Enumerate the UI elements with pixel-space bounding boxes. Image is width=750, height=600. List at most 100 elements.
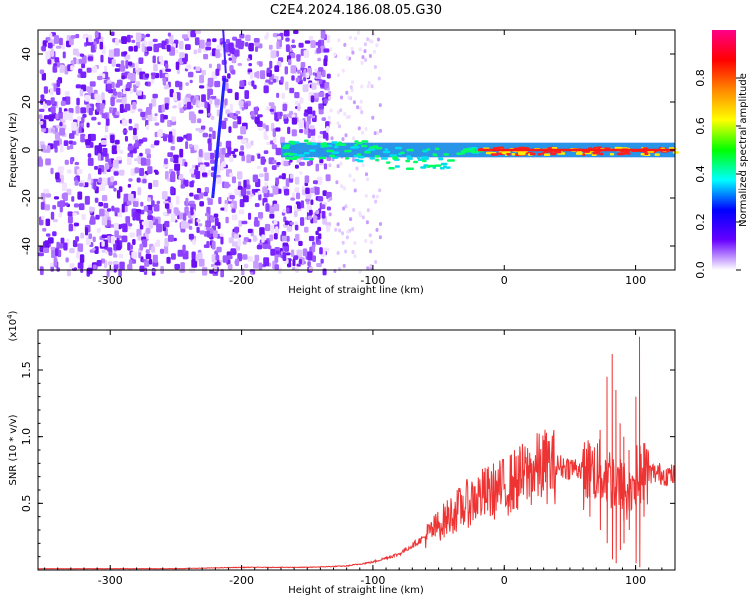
noise-cell — [282, 103, 287, 112]
noise-cell — [352, 100, 356, 105]
noise-cell — [213, 265, 217, 272]
noise-cell — [374, 199, 378, 204]
noise-cell — [114, 207, 120, 213]
noise-cell — [237, 116, 242, 125]
noise-cell — [126, 34, 131, 43]
noise-cell — [58, 111, 63, 119]
noise-cell — [240, 145, 244, 151]
noise-cell — [357, 126, 361, 131]
noise-cell — [152, 38, 158, 43]
noise-cell — [287, 126, 291, 135]
noise-cell — [45, 193, 51, 198]
noise-cell — [129, 244, 133, 250]
noise-cell — [81, 55, 87, 64]
noise-cell — [298, 119, 304, 128]
noise-cell — [87, 56, 94, 61]
noise-cell — [286, 207, 290, 212]
noise-cell — [92, 66, 98, 73]
noise-cell — [266, 67, 271, 74]
noise-cell — [348, 173, 352, 178]
noise-cell — [268, 81, 274, 85]
noise-cell — [322, 190, 327, 196]
noise-cell — [153, 43, 159, 53]
noise-cell — [328, 96, 332, 101]
noise-cell — [186, 93, 191, 98]
noise-cell — [136, 228, 142, 238]
noise-cell — [168, 34, 174, 44]
noise-cell — [272, 128, 276, 137]
noise-cell — [80, 71, 87, 78]
noise-cell — [183, 213, 187, 221]
noise-cell — [102, 147, 108, 157]
noise-cell — [300, 200, 304, 209]
noise-cell — [237, 135, 243, 140]
noise-cell — [70, 35, 76, 39]
signal-cell — [331, 141, 338, 144]
noise-cell — [113, 263, 119, 270]
noise-cell — [307, 215, 313, 220]
noise-cell — [154, 141, 160, 146]
signal-cell — [382, 150, 391, 154]
noise-cell — [208, 142, 212, 152]
noise-cell — [231, 47, 235, 55]
noise-cell — [284, 66, 288, 75]
noise-cell — [119, 65, 126, 72]
noise-cell — [233, 115, 237, 121]
noise-cell — [100, 54, 104, 63]
noise-cell — [68, 140, 74, 145]
noise-cell — [184, 161, 188, 167]
signal-cell — [432, 153, 437, 156]
signal-cell — [609, 153, 615, 156]
noise-cell — [108, 88, 114, 94]
x-tick-label: 100 — [625, 574, 646, 587]
noise-cell — [63, 111, 70, 120]
noise-cell — [370, 39, 374, 44]
noise-cell — [152, 55, 156, 64]
colorbar-tick-label: 0.2 — [694, 213, 707, 231]
noise-cell — [298, 162, 305, 166]
noise-cell — [296, 192, 301, 200]
noise-cell — [41, 127, 46, 133]
noise-cell — [153, 204, 160, 212]
noise-cell — [189, 168, 195, 174]
noise-cell — [346, 115, 349, 120]
signal-cell — [354, 158, 360, 162]
signal-cell — [440, 162, 448, 166]
noise-cell — [366, 266, 370, 271]
noise-cell — [53, 140, 60, 146]
signal-cell — [303, 139, 309, 142]
noise-cell — [229, 155, 234, 163]
noise-cell — [366, 84, 370, 89]
noise-cell — [227, 88, 233, 94]
noise-cell — [290, 65, 297, 74]
signal-cell — [380, 157, 388, 160]
noise-cell — [159, 69, 163, 79]
signal-cell — [335, 143, 339, 146]
noise-cell — [56, 87, 61, 95]
noise-cell — [98, 177, 102, 184]
noise-cell — [338, 228, 342, 233]
noise-cell — [350, 88, 354, 93]
noise-cell — [190, 115, 197, 124]
noise-cell — [175, 195, 180, 205]
noise-cell — [243, 179, 247, 188]
signal-cell — [435, 164, 442, 167]
noise-cell — [343, 42, 347, 47]
noise-cell — [281, 173, 286, 180]
noise-cell — [323, 98, 328, 104]
noise-cell — [316, 176, 323, 185]
noise-cell — [273, 137, 277, 144]
signal-cell — [422, 149, 428, 153]
signal-cell — [388, 167, 395, 170]
noise-cell — [122, 130, 128, 133]
signal-cell — [434, 147, 440, 151]
noise-cell — [75, 84, 82, 89]
noise-cell — [144, 81, 149, 86]
noise-cell — [87, 267, 93, 275]
noise-cell — [196, 188, 202, 194]
noise-cell — [63, 192, 68, 201]
noise-cell — [190, 147, 195, 154]
noise-cell — [198, 149, 203, 158]
noise-cell — [245, 184, 251, 190]
